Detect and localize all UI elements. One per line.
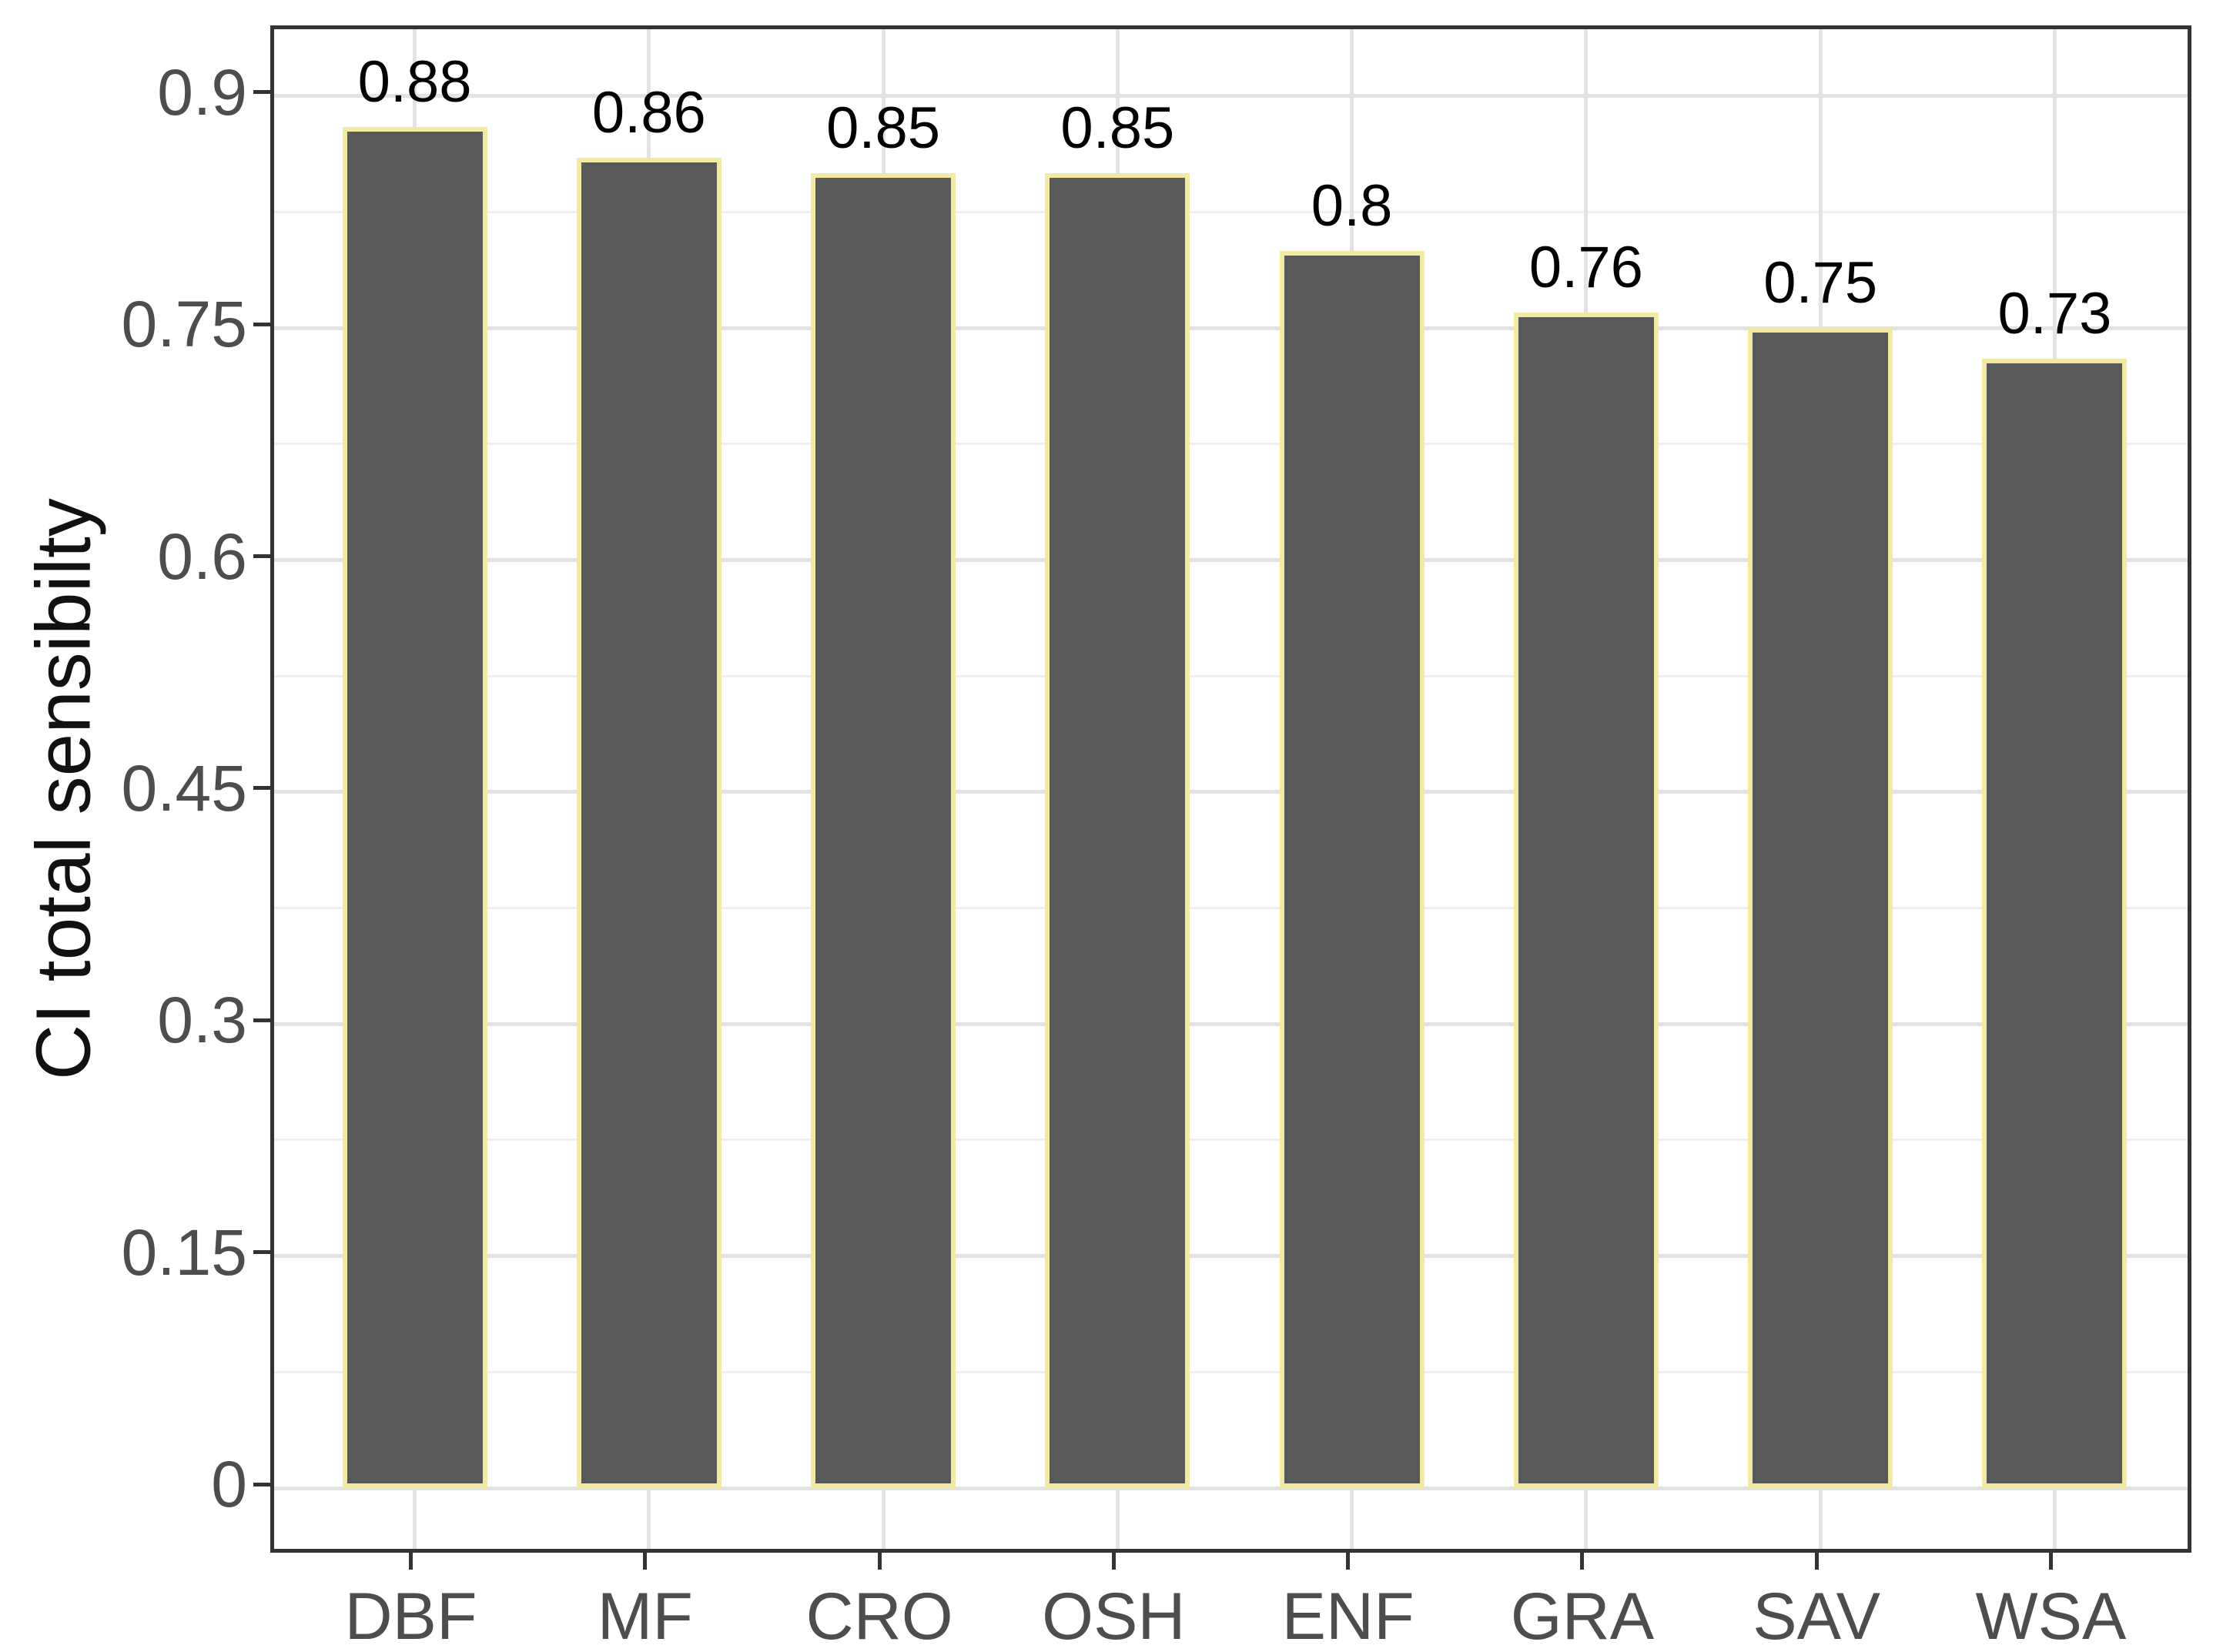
- gridline-minor: [274, 443, 2188, 446]
- bar-value-label: 0.75: [1763, 250, 1878, 316]
- bar-value-label: 0.85: [826, 95, 941, 162]
- bar-value-label: 0.73: [1997, 281, 2112, 347]
- gridline-major: [274, 558, 2188, 563]
- bar-value-label: 0.8: [1311, 172, 1393, 239]
- bar: [1982, 359, 2128, 1488]
- gridline-minor: [274, 674, 2188, 677]
- bar: [1279, 250, 1425, 1488]
- x-tick-label: MF: [597, 1580, 693, 1652]
- bar: [576, 158, 721, 1488]
- x-tick-mark: [409, 1553, 413, 1570]
- x-tick-mark: [1814, 1553, 1819, 1570]
- bar-value-label: 0.86: [591, 80, 706, 146]
- y-tick-label: 0.6: [157, 520, 247, 593]
- x-tick-mark: [643, 1553, 648, 1570]
- y-tick-mark: [253, 554, 270, 559]
- x-tick-label: SAV: [1753, 1580, 1881, 1652]
- gridline-minor: [274, 1370, 2188, 1373]
- gridline-major: [274, 326, 2188, 330]
- x-tick-mark: [2048, 1553, 2053, 1570]
- plot-panel: 0.88 0.86 0.85 0.85 0.8 0.76 0.75 0.73: [270, 25, 2191, 1553]
- gridline-major: [274, 1486, 2188, 1490]
- y-tick-label: 0.15: [121, 1216, 248, 1289]
- x-tick-label: ENF: [1281, 1580, 1415, 1652]
- gridline-major: [274, 790, 2188, 794]
- y-tick-label: 0.45: [121, 751, 248, 824]
- bar: [1045, 173, 1190, 1488]
- y-tick-mark: [253, 1018, 270, 1022]
- y-tick-label: 0: [211, 1448, 247, 1520]
- y-tick-mark: [253, 1250, 270, 1255]
- y-tick-label: 0.75: [121, 288, 248, 361]
- gridline-minor: [274, 211, 2188, 214]
- x-tick-label: OSH: [1042, 1580, 1186, 1652]
- bar: [342, 127, 487, 1488]
- y-tick-label: 0.3: [157, 984, 247, 1057]
- x-tick-mark: [1346, 1553, 1351, 1570]
- x-tick-label: WSA: [1975, 1580, 2127, 1652]
- x-tick-label: GRA: [1510, 1580, 1655, 1652]
- x-tick-mark: [1580, 1553, 1585, 1570]
- bar-value-label: 0.76: [1528, 235, 1643, 301]
- gridline-major: [274, 94, 2188, 99]
- bar: [1513, 313, 1659, 1488]
- y-tick-mark: [253, 322, 270, 326]
- bar: [1748, 328, 1893, 1488]
- y-axis-title: CI total sensibilty: [20, 498, 107, 1080]
- bar-value-label: 0.88: [357, 49, 472, 115]
- bar: [811, 173, 956, 1488]
- y-tick-mark: [253, 786, 270, 791]
- gridline-minor: [274, 1139, 2188, 1142]
- x-tick-label: DBF: [344, 1580, 477, 1652]
- x-tick-mark: [877, 1553, 882, 1570]
- gridline-minor: [274, 907, 2188, 910]
- bar-value-label: 0.85: [1060, 95, 1175, 162]
- y-tick-mark: [253, 90, 270, 95]
- gridline-major: [274, 1254, 2188, 1259]
- x-tick-mark: [1111, 1553, 1116, 1570]
- y-tick-mark: [253, 1482, 270, 1486]
- y-tick-label: 0.9: [157, 55, 247, 129]
- gridline-major: [274, 1022, 2188, 1026]
- x-tick-label: CRO: [805, 1580, 953, 1652]
